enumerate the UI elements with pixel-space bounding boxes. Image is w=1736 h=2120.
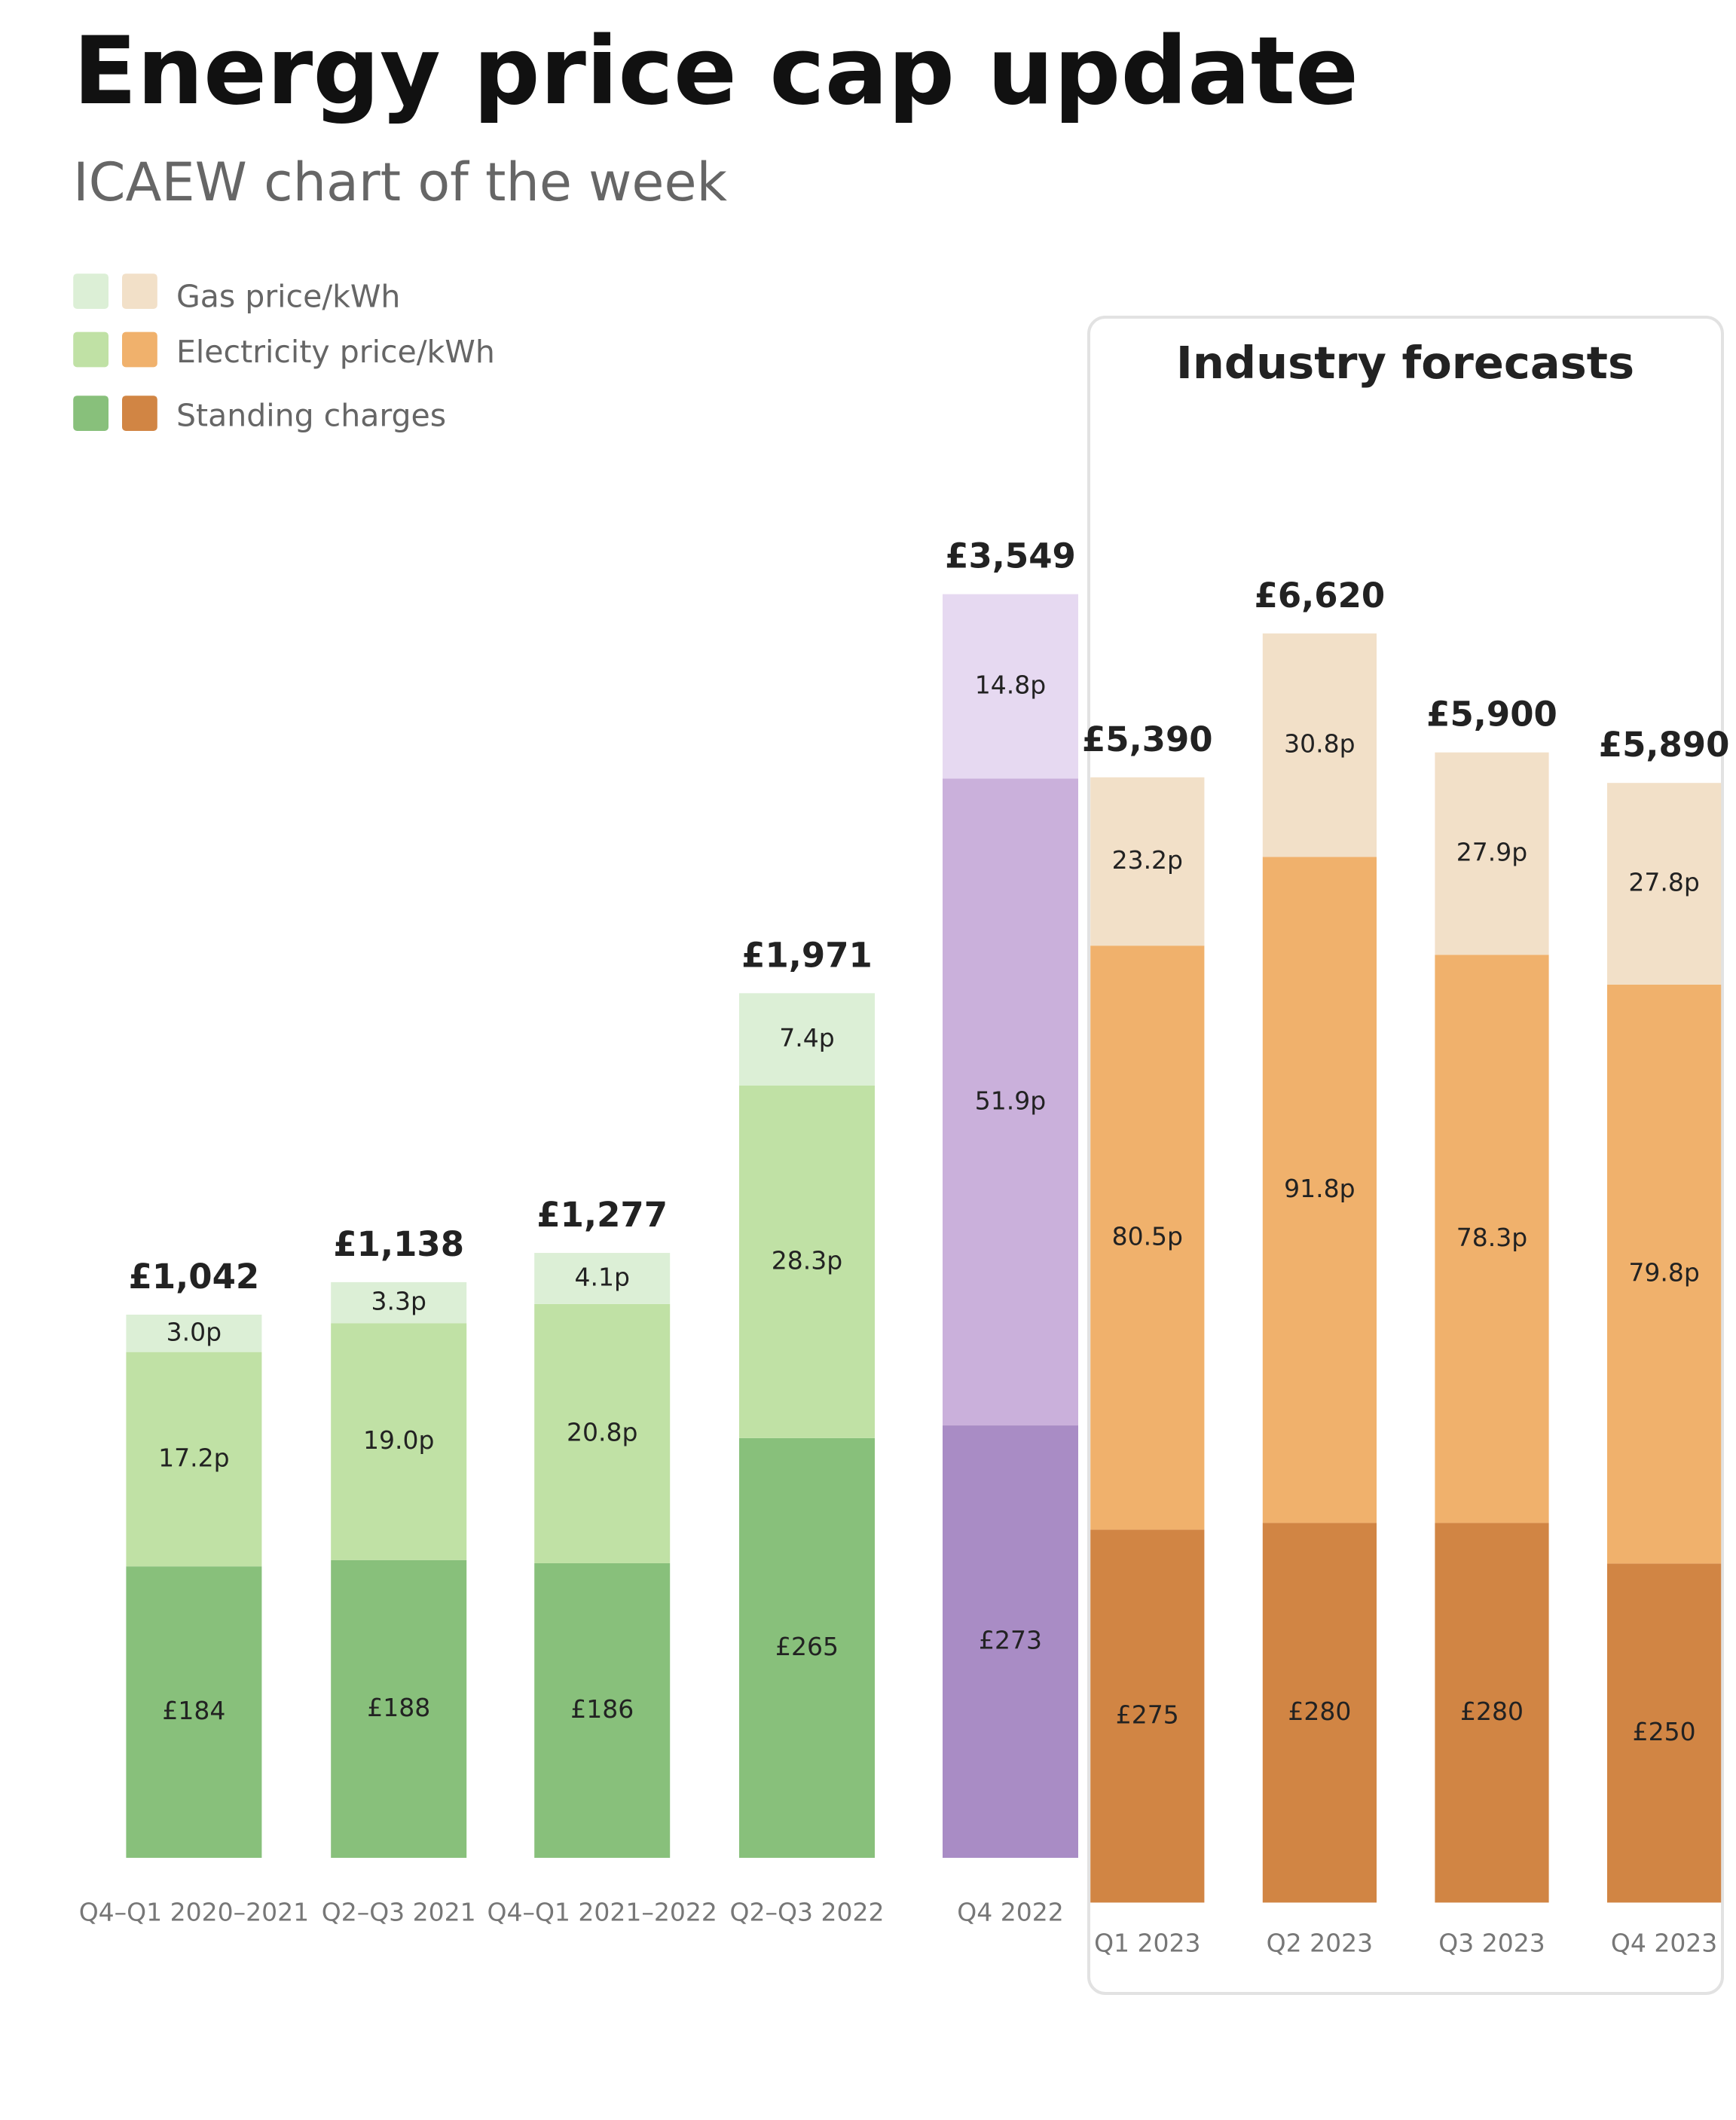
total-label: £5,390	[1082, 719, 1213, 759]
bar-segment	[1435, 955, 1549, 1523]
segment-label: 51.9p	[975, 1086, 1046, 1115]
bar-segment	[943, 1425, 1078, 1858]
segment-label: 79.8p	[1628, 1258, 1699, 1288]
legend-swatch	[73, 396, 108, 431]
forecast-panel	[1087, 316, 1724, 1995]
segment-label: 7.4p	[779, 1023, 834, 1052]
legend-swatch	[122, 396, 157, 431]
bar-segment	[1262, 633, 1377, 857]
segment-label: 4.1p	[574, 1262, 629, 1291]
segment-label: 23.2p	[1112, 845, 1183, 875]
bar-segment	[739, 993, 875, 1086]
segment-label: 14.8p	[975, 671, 1046, 700]
bar-segment	[1090, 945, 1205, 1530]
segment-label: 17.2p	[158, 1443, 229, 1472]
total-label: £5,900	[1426, 695, 1557, 735]
bar-segment	[331, 1281, 467, 1324]
legend-swatch	[122, 273, 157, 309]
legend-swatch	[73, 331, 108, 368]
segment-label: £273	[979, 1626, 1042, 1655]
segment-label: 3.3p	[371, 1287, 426, 1316]
segment-label: 3.0p	[167, 1317, 222, 1346]
total-label: £3,549	[945, 536, 1076, 576]
page-subtitle: ICAEW chart of the week	[73, 151, 728, 213]
segment-label: 27.8p	[1628, 868, 1699, 897]
segment-label: 30.8p	[1284, 729, 1355, 759]
bar-segment	[1435, 1523, 1549, 1903]
total-label: £1,971	[741, 935, 873, 975]
segment-label: 19.0p	[363, 1425, 434, 1455]
x-tick-label: Q4 2023	[1611, 1929, 1717, 1958]
x-tick-label: Q3 2023	[1438, 1929, 1545, 1958]
bar-segment	[331, 1323, 467, 1560]
x-tick-label: Q2–Q3 2022	[730, 1897, 885, 1926]
segment-label: £280	[1288, 1697, 1351, 1726]
x-tick-label: Q1 2023	[1094, 1929, 1200, 1958]
segment-label: £275	[1116, 1700, 1179, 1729]
bar-segment	[1090, 777, 1205, 946]
bar-segment	[739, 1085, 875, 1438]
legend-label: Gas price/kWh	[176, 279, 400, 315]
legend-label: Standing charges	[176, 398, 446, 434]
legend-label: Electricity price/kWh	[176, 334, 495, 370]
legend-swatch	[122, 331, 157, 368]
segment-label: 28.3p	[772, 1245, 842, 1275]
x-tick-label: Q2–Q3 2021	[322, 1897, 476, 1926]
bar-segment	[331, 1559, 467, 1858]
segment-label: £265	[775, 1632, 839, 1661]
x-tick-label: Q4 2022	[957, 1897, 1063, 1926]
segment-label: £186	[570, 1694, 634, 1724]
bar-segment	[739, 1437, 875, 1858]
bar-segment	[943, 778, 1078, 1426]
bar-segment	[126, 1566, 262, 1858]
total-label: £1,042	[129, 1257, 260, 1297]
segment-label: 91.8p	[1284, 1174, 1355, 1203]
panel-title: Industry forecasts	[1176, 337, 1634, 389]
segment-label: 80.5p	[1112, 1221, 1183, 1251]
bar-segment	[126, 1315, 262, 1352]
x-tick-label: Q4–Q1 2021–2022	[487, 1897, 717, 1926]
legend-swatch	[73, 273, 108, 309]
bar-segment	[1262, 857, 1377, 1523]
bar-segment	[1607, 984, 1722, 1564]
bar-segment	[534, 1563, 671, 1858]
segment-label: £184	[162, 1696, 225, 1725]
bar-segment	[1090, 1529, 1205, 1903]
bar-segment	[534, 1253, 671, 1304]
segment-label: £280	[1460, 1697, 1524, 1726]
segment-label: £250	[1633, 1717, 1696, 1746]
x-tick-label: Q2 2023	[1267, 1929, 1373, 1958]
segment-label: £188	[367, 1693, 430, 1722]
page-title: Energy price cap update	[73, 17, 1359, 126]
segment-label: 27.9p	[1456, 838, 1527, 867]
total-label: £1,277	[536, 1195, 668, 1235]
bar-segment	[1435, 752, 1549, 955]
segment-label: 78.3p	[1456, 1223, 1527, 1252]
bar-segment	[534, 1303, 671, 1563]
total-label: £5,890	[1599, 725, 1730, 765]
bar-segment	[943, 594, 1078, 779]
segment-label: 20.8p	[567, 1417, 637, 1446]
bar-segment	[126, 1352, 262, 1567]
bar-segment	[1262, 1523, 1377, 1903]
total-label: £6,620	[1255, 576, 1386, 616]
bar-segment	[1607, 1563, 1722, 1903]
bar-segment	[1607, 783, 1722, 985]
x-tick-label: Q4–Q1 2020–2021	[79, 1897, 309, 1926]
total-label: £1,138	[333, 1224, 464, 1264]
